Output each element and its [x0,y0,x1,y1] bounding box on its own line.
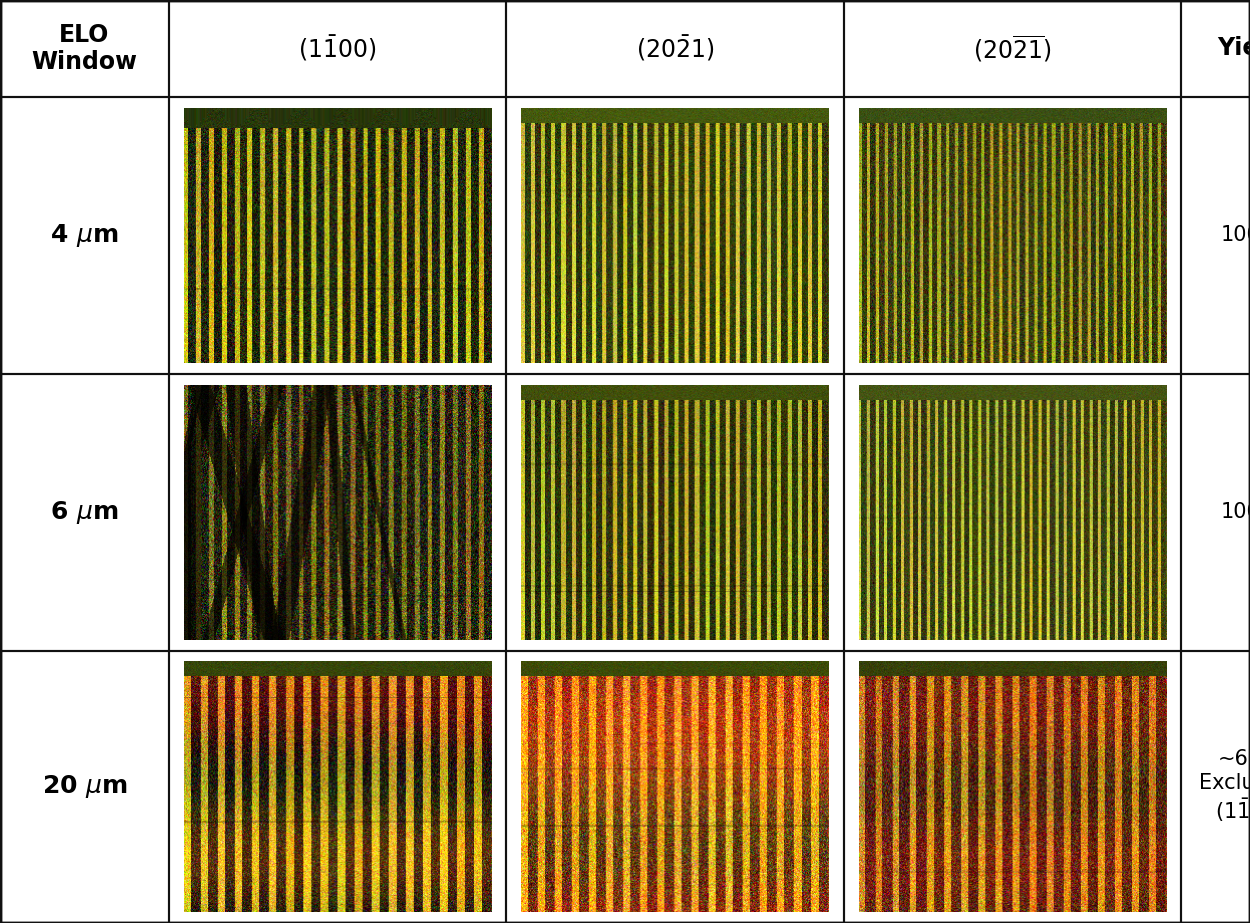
Text: 100%: 100% [1220,502,1250,522]
Text: ELO
Window: ELO Window [31,22,138,75]
Text: 20 $\mu$m: 20 $\mu$m [41,773,127,800]
Text: 100%: 100% [1220,225,1250,246]
Text: 4 $\mu$m: 4 $\mu$m [50,222,119,249]
Text: $(1\bar{1}00)$: $(1\bar{1}00)$ [299,33,376,64]
Text: $(20\overline{21})$: $(20\overline{21})$ [974,33,1051,64]
Text: ~60%
Excluding
$(1\bar{1}00)$: ~60% Excluding $(1\bar{1}00)$ [1200,749,1250,824]
Text: 6 $\mu$m: 6 $\mu$m [50,498,119,526]
Text: $(20\bar{2}1)$: $(20\bar{2}1)$ [636,33,714,64]
Text: Yield: Yield [1216,36,1250,61]
